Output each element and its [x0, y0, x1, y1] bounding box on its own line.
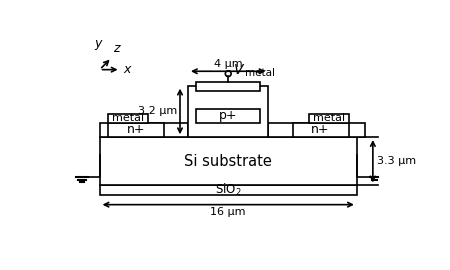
Bar	[108, 114, 148, 123]
Text: Si substrate: Si substrate	[184, 154, 272, 169]
Bar	[292, 123, 349, 137]
Text: n+: n+	[126, 123, 145, 136]
Bar	[99, 123, 188, 137]
Bar	[188, 86, 268, 137]
Text: 4 µm: 4 µm	[214, 59, 243, 69]
Text: x: x	[123, 63, 130, 76]
Text: SiO$_2$: SiO$_2$	[215, 182, 242, 198]
Text: metal: metal	[112, 113, 144, 123]
Bar	[99, 185, 357, 195]
Bar	[268, 123, 365, 137]
Bar	[196, 82, 261, 90]
Text: 3.2 µm: 3.2 µm	[138, 106, 177, 116]
Text: n+: n+	[311, 123, 330, 136]
Bar	[99, 137, 357, 185]
Text: z: z	[113, 42, 120, 55]
Text: 16 µm: 16 µm	[211, 207, 246, 217]
Text: metal: metal	[313, 113, 345, 123]
Text: V: V	[234, 63, 243, 77]
Bar	[108, 123, 164, 137]
Text: p+: p+	[219, 109, 238, 122]
Bar	[309, 114, 349, 123]
Bar	[196, 109, 261, 123]
Text: metal: metal	[245, 68, 275, 78]
Text: 3.3 µm: 3.3 µm	[377, 156, 416, 166]
Text: y: y	[94, 36, 102, 50]
